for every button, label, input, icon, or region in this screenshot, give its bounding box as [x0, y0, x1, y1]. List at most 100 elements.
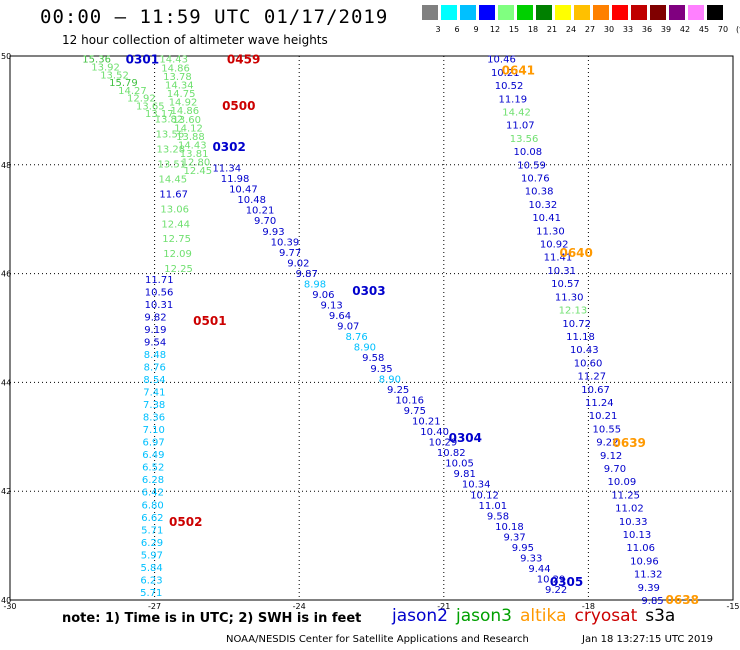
- x-tick-label: -24: [293, 602, 306, 611]
- wave-height-value: 11.25: [611, 490, 640, 501]
- wave-height-value: 8.54: [143, 375, 165, 386]
- wave-height-value: 13.65: [136, 101, 165, 112]
- color-swatch: [631, 5, 647, 20]
- y-tick-label: 50: [1, 52, 11, 61]
- wave-height-value: 9.75: [404, 406, 426, 417]
- wave-height-value: 6.28: [142, 475, 164, 486]
- wave-height-value: 9.44: [528, 564, 550, 575]
- color-swatch: [555, 5, 571, 20]
- pass-label: 0639: [613, 436, 646, 450]
- wave-height-value: 5.71: [141, 525, 163, 536]
- x-tick-label: -27: [148, 602, 161, 611]
- wave-height-value: 15.36: [82, 55, 111, 66]
- wave-height-value: 14.12: [174, 123, 203, 134]
- satellite-legend-cryosat: cryosat: [574, 606, 638, 626]
- wave-height-value: 10.48: [237, 195, 266, 206]
- wave-height-value: 14.27: [118, 86, 147, 97]
- wave-height-value: 11.06: [626, 543, 655, 554]
- wave-height-value: 10.21: [246, 206, 275, 217]
- wave-height-value: 11.19: [498, 94, 527, 105]
- wave-height-value: 12.75: [162, 234, 191, 245]
- color-swatch: [517, 5, 533, 20]
- wave-height-value: 9.95: [512, 543, 534, 554]
- color-scale-label: 21: [546, 25, 558, 34]
- wave-height-value: 10.09: [608, 477, 637, 488]
- wave-height-value: 13.17: [145, 109, 174, 120]
- color-scale-label: 33: [622, 25, 634, 34]
- color-scale-label: (ft): [735, 25, 740, 34]
- wave-height-value: 12.44: [161, 219, 190, 230]
- wave-height-value: 14.45: [158, 174, 187, 185]
- wave-height-value: 10.40: [420, 427, 449, 438]
- x-tick-label: -30: [3, 602, 16, 611]
- wave-height-value: 5.84: [141, 563, 163, 574]
- color-swatch: [536, 5, 552, 20]
- wave-height-value: 10.13: [623, 530, 652, 541]
- timestamp-text: Jan 18 13:27:15 UTC 2019: [582, 634, 714, 645]
- wave-height-value: 14.86: [161, 63, 190, 74]
- wave-height-value: 6.52: [142, 463, 164, 474]
- chart-title: 00:00 – 11:59 UTC 01/17/2019: [40, 6, 389, 28]
- credit-text: NOAA/NESDIS Center for Satellite Applica…: [226, 634, 529, 645]
- wave-height-value: 14.75: [167, 89, 196, 100]
- wave-height-value: 13.52: [100, 70, 129, 81]
- wave-height-value: 10.33: [619, 517, 648, 528]
- wave-height-value: 11.07: [506, 121, 535, 132]
- wave-height-value: 11.67: [159, 189, 188, 200]
- wave-height-value: 10.72: [562, 319, 591, 330]
- color-scale-label: 24: [565, 25, 577, 34]
- wave-height-value: 10.21: [589, 411, 618, 422]
- wave-height-value: 10.08: [514, 147, 543, 158]
- color-scale-label: 15: [508, 25, 520, 34]
- wave-height-value: 11.02: [615, 504, 644, 515]
- color-swatch: [422, 5, 438, 20]
- wave-height-value: 11.30: [536, 226, 565, 237]
- wave-height-value: 9.12: [600, 451, 622, 462]
- wave-height-value: 10.32: [529, 200, 558, 211]
- color-scale-label: 30: [603, 25, 615, 34]
- wave-height-value: 13.78: [163, 72, 192, 83]
- wave-height-value: 6.23: [140, 575, 162, 586]
- wave-height-value: 9.22: [545, 585, 567, 596]
- color-swatch: [441, 5, 457, 20]
- wave-height-value: 10.18: [495, 522, 524, 533]
- wave-height-value: 12.80: [182, 158, 211, 169]
- color-swatch: [574, 5, 590, 20]
- wave-height-value: 12.09: [163, 249, 192, 260]
- wave-height-value: 10.92: [540, 240, 569, 251]
- pass-label: 0501: [193, 314, 226, 328]
- y-tick-label: 40: [1, 596, 11, 605]
- wave-height-value: 9.58: [487, 511, 509, 522]
- wave-height-value: 13.88: [176, 132, 205, 143]
- wave-height-value: 7.41: [143, 388, 165, 399]
- x-tick-label: -15: [726, 602, 739, 611]
- wave-height-value: 10.21: [412, 416, 441, 427]
- color-scale-label: 45: [698, 25, 710, 34]
- wave-height-value: 10.47: [229, 185, 258, 196]
- wave-height-value: 13.92: [91, 62, 120, 73]
- color-scale-label: 42: [679, 25, 691, 34]
- wave-height-value: 11.30: [555, 292, 584, 303]
- wave-height-value: 14.92: [169, 98, 198, 109]
- wave-height-value: 11.34: [212, 164, 241, 175]
- wave-height-value: 12.13: [559, 306, 588, 317]
- pass-label: 0305: [550, 575, 583, 589]
- wave-height-value: 11.41: [544, 253, 573, 264]
- wave-height-value: 13.82: [155, 115, 184, 126]
- color-scale-label: 3: [435, 25, 441, 34]
- color-scale-label: 70: [717, 25, 729, 34]
- pass-label: 0638: [666, 593, 699, 607]
- satellite-legend-jason2: jason2: [392, 606, 448, 626]
- wave-height-value: 9.33: [520, 554, 542, 565]
- wave-height-value: 6.49: [142, 450, 164, 461]
- wave-height-value: 6.97: [142, 438, 164, 449]
- color-scale-label: 36: [641, 25, 653, 34]
- pass-label: 0500: [222, 99, 255, 113]
- wave-height-value: 6.62: [141, 513, 163, 524]
- color-scale-label: 27: [584, 25, 596, 34]
- wave-height-value: 5.71: [140, 588, 162, 599]
- wave-height-value: 7.10: [143, 425, 165, 436]
- wave-height-value: 11.32: [634, 570, 663, 581]
- wave-height-value: 9.85: [641, 596, 663, 607]
- pass-label: 0302: [212, 140, 245, 154]
